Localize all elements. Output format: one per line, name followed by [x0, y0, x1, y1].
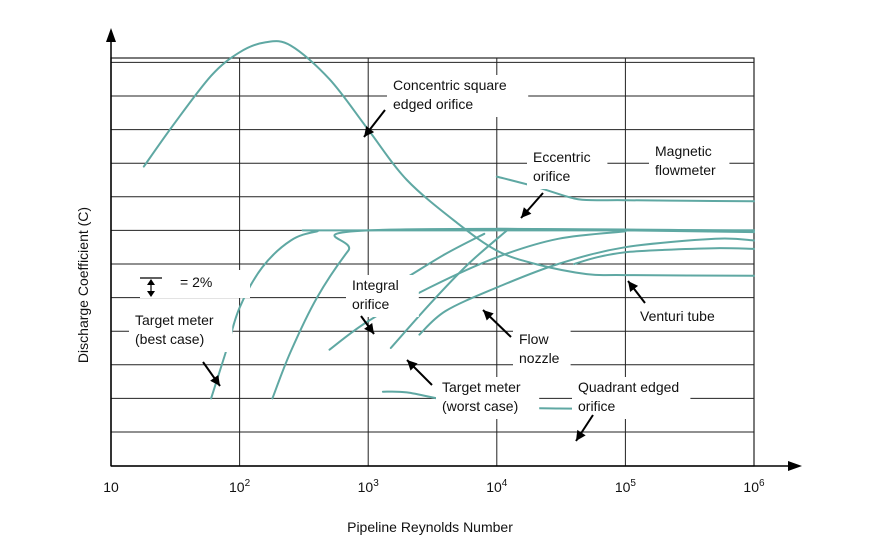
- annotation-bg: [634, 306, 738, 329]
- annotation-label: orifice: [578, 398, 616, 414]
- curves: [142, 40, 755, 411]
- annotation-label: flowmeter: [655, 162, 716, 178]
- annotation-arrowhead: [576, 429, 586, 441]
- annotation-label: Venturi tube: [640, 308, 715, 324]
- annotation-arrowhead: [521, 207, 532, 218]
- annotation-bg: [346, 275, 419, 317]
- x-tick-label: 102: [229, 478, 251, 495]
- series-line-7: [271, 227, 755, 400]
- scale-marker-arrow-up: [147, 279, 155, 285]
- annotation-bg: [649, 141, 730, 183]
- annotation-arrowhead: [407, 360, 418, 371]
- annotation-label: Quadrant edged: [578, 379, 679, 395]
- annotations: Concentric square edged orifice Eccentric o…: [129, 75, 738, 442]
- series-line-5: [418, 237, 755, 336]
- x-tick-label: 105: [615, 478, 637, 495]
- annotation-label: Flow: [519, 331, 549, 347]
- annotation-label: Target meter: [135, 312, 214, 328]
- x-axis-arrow: [788, 461, 802, 471]
- annotation-bg: [527, 147, 608, 189]
- axes: [106, 28, 802, 471]
- annotation-label: Concentric square: [393, 77, 507, 93]
- series-line-6: [210, 229, 755, 400]
- annotation-label: orifice: [533, 168, 571, 184]
- x-axis-title: Pipeline Reynolds Number: [347, 519, 513, 535]
- scale-marker-bg: [140, 270, 250, 298]
- series-line-10: [389, 229, 508, 349]
- x-tick-label: 10: [103, 479, 119, 495]
- x-tick-label: 106: [743, 478, 765, 495]
- annotation-label: (best case): [135, 331, 204, 347]
- y-axis-arrow: [106, 28, 116, 42]
- x-tick-label: 104: [486, 478, 508, 495]
- annotation-label: edged orifice: [393, 96, 473, 112]
- annotation-bg: [513, 329, 571, 371]
- series-line-3: [573, 247, 755, 265]
- annotation-label: Integral: [352, 277, 399, 293]
- x-tick-label: 103: [358, 478, 380, 495]
- annotation-bg: [129, 310, 233, 352]
- x-ticks: 10 102 103 104 105 106: [103, 478, 765, 495]
- annotation-label: (worst case): [442, 398, 518, 414]
- annotation-arrowhead: [364, 322, 374, 334]
- scale-marker-label: = 2%: [180, 274, 212, 290]
- annotation-bg: [572, 377, 691, 419]
- annotation-label: nozzle: [519, 350, 560, 366]
- annotation-arrowhead: [483, 310, 494, 321]
- annotation-bg: [387, 75, 529, 117]
- scale-marker-arrow-down: [147, 291, 155, 297]
- annotation-label: Target meter: [442, 379, 521, 395]
- series-line-9: [328, 230, 627, 351]
- annotation-arrowhead: [210, 374, 220, 386]
- series-line-0: [142, 40, 755, 277]
- annotation-arrowhead: [364, 126, 375, 137]
- y-axis-title: Discharge Coefficient (C): [75, 207, 91, 363]
- annotation-label: Eccentric: [533, 149, 591, 165]
- annotation-label: orifice: [352, 296, 390, 312]
- annotation-bg: [436, 377, 540, 419]
- annotation-label: Magnetic: [655, 143, 712, 159]
- annotation-arrowhead: [628, 281, 639, 292]
